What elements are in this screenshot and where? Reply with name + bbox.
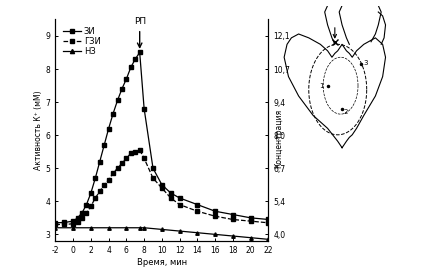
Text: Концентрация: Концентрация: [274, 109, 284, 168]
Text: 1: 1: [319, 83, 323, 89]
Text: 3: 3: [364, 60, 368, 66]
X-axis label: Время, мин: Время, мин: [137, 258, 187, 267]
Text: РП: РП: [134, 17, 146, 47]
Text: 2: 2: [343, 109, 348, 115]
Legend: ЗИ, ГЗИ, НЗ: ЗИ, ГЗИ, НЗ: [60, 24, 104, 60]
Y-axis label: Активность К⁺ (мМ): Активность К⁺ (мМ): [34, 90, 43, 170]
